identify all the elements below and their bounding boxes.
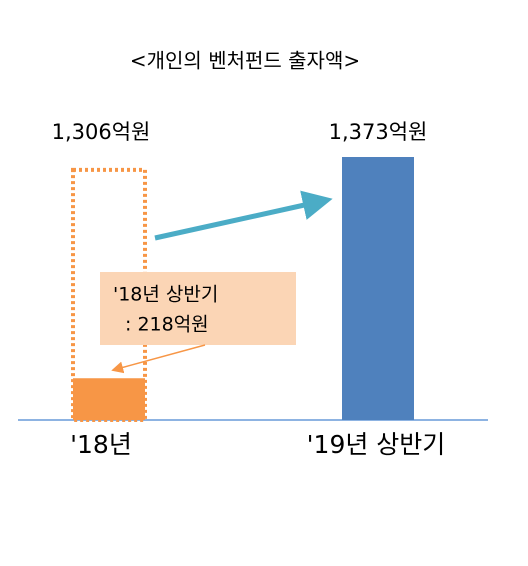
annotation-text: : 218억원 bbox=[125, 314, 209, 336]
annotation-arrow bbox=[111, 344, 206, 374]
data-label: 1,306억원 bbox=[52, 120, 151, 144]
annotation-text: '18년 상반기 bbox=[113, 284, 218, 306]
partial-bar bbox=[73, 378, 145, 420]
chart-title: <개인의 벤처펀드 출자액> bbox=[130, 49, 360, 73]
trend-arrow bbox=[154, 190, 333, 241]
x-tick-label: '19년 상반기 bbox=[307, 430, 446, 459]
annotation-box bbox=[100, 272, 296, 345]
bar bbox=[342, 157, 414, 420]
bar-outline bbox=[71, 167, 147, 422]
x-tick-label: '18년 bbox=[70, 430, 132, 459]
data-label: 1,373억원 bbox=[329, 120, 428, 144]
